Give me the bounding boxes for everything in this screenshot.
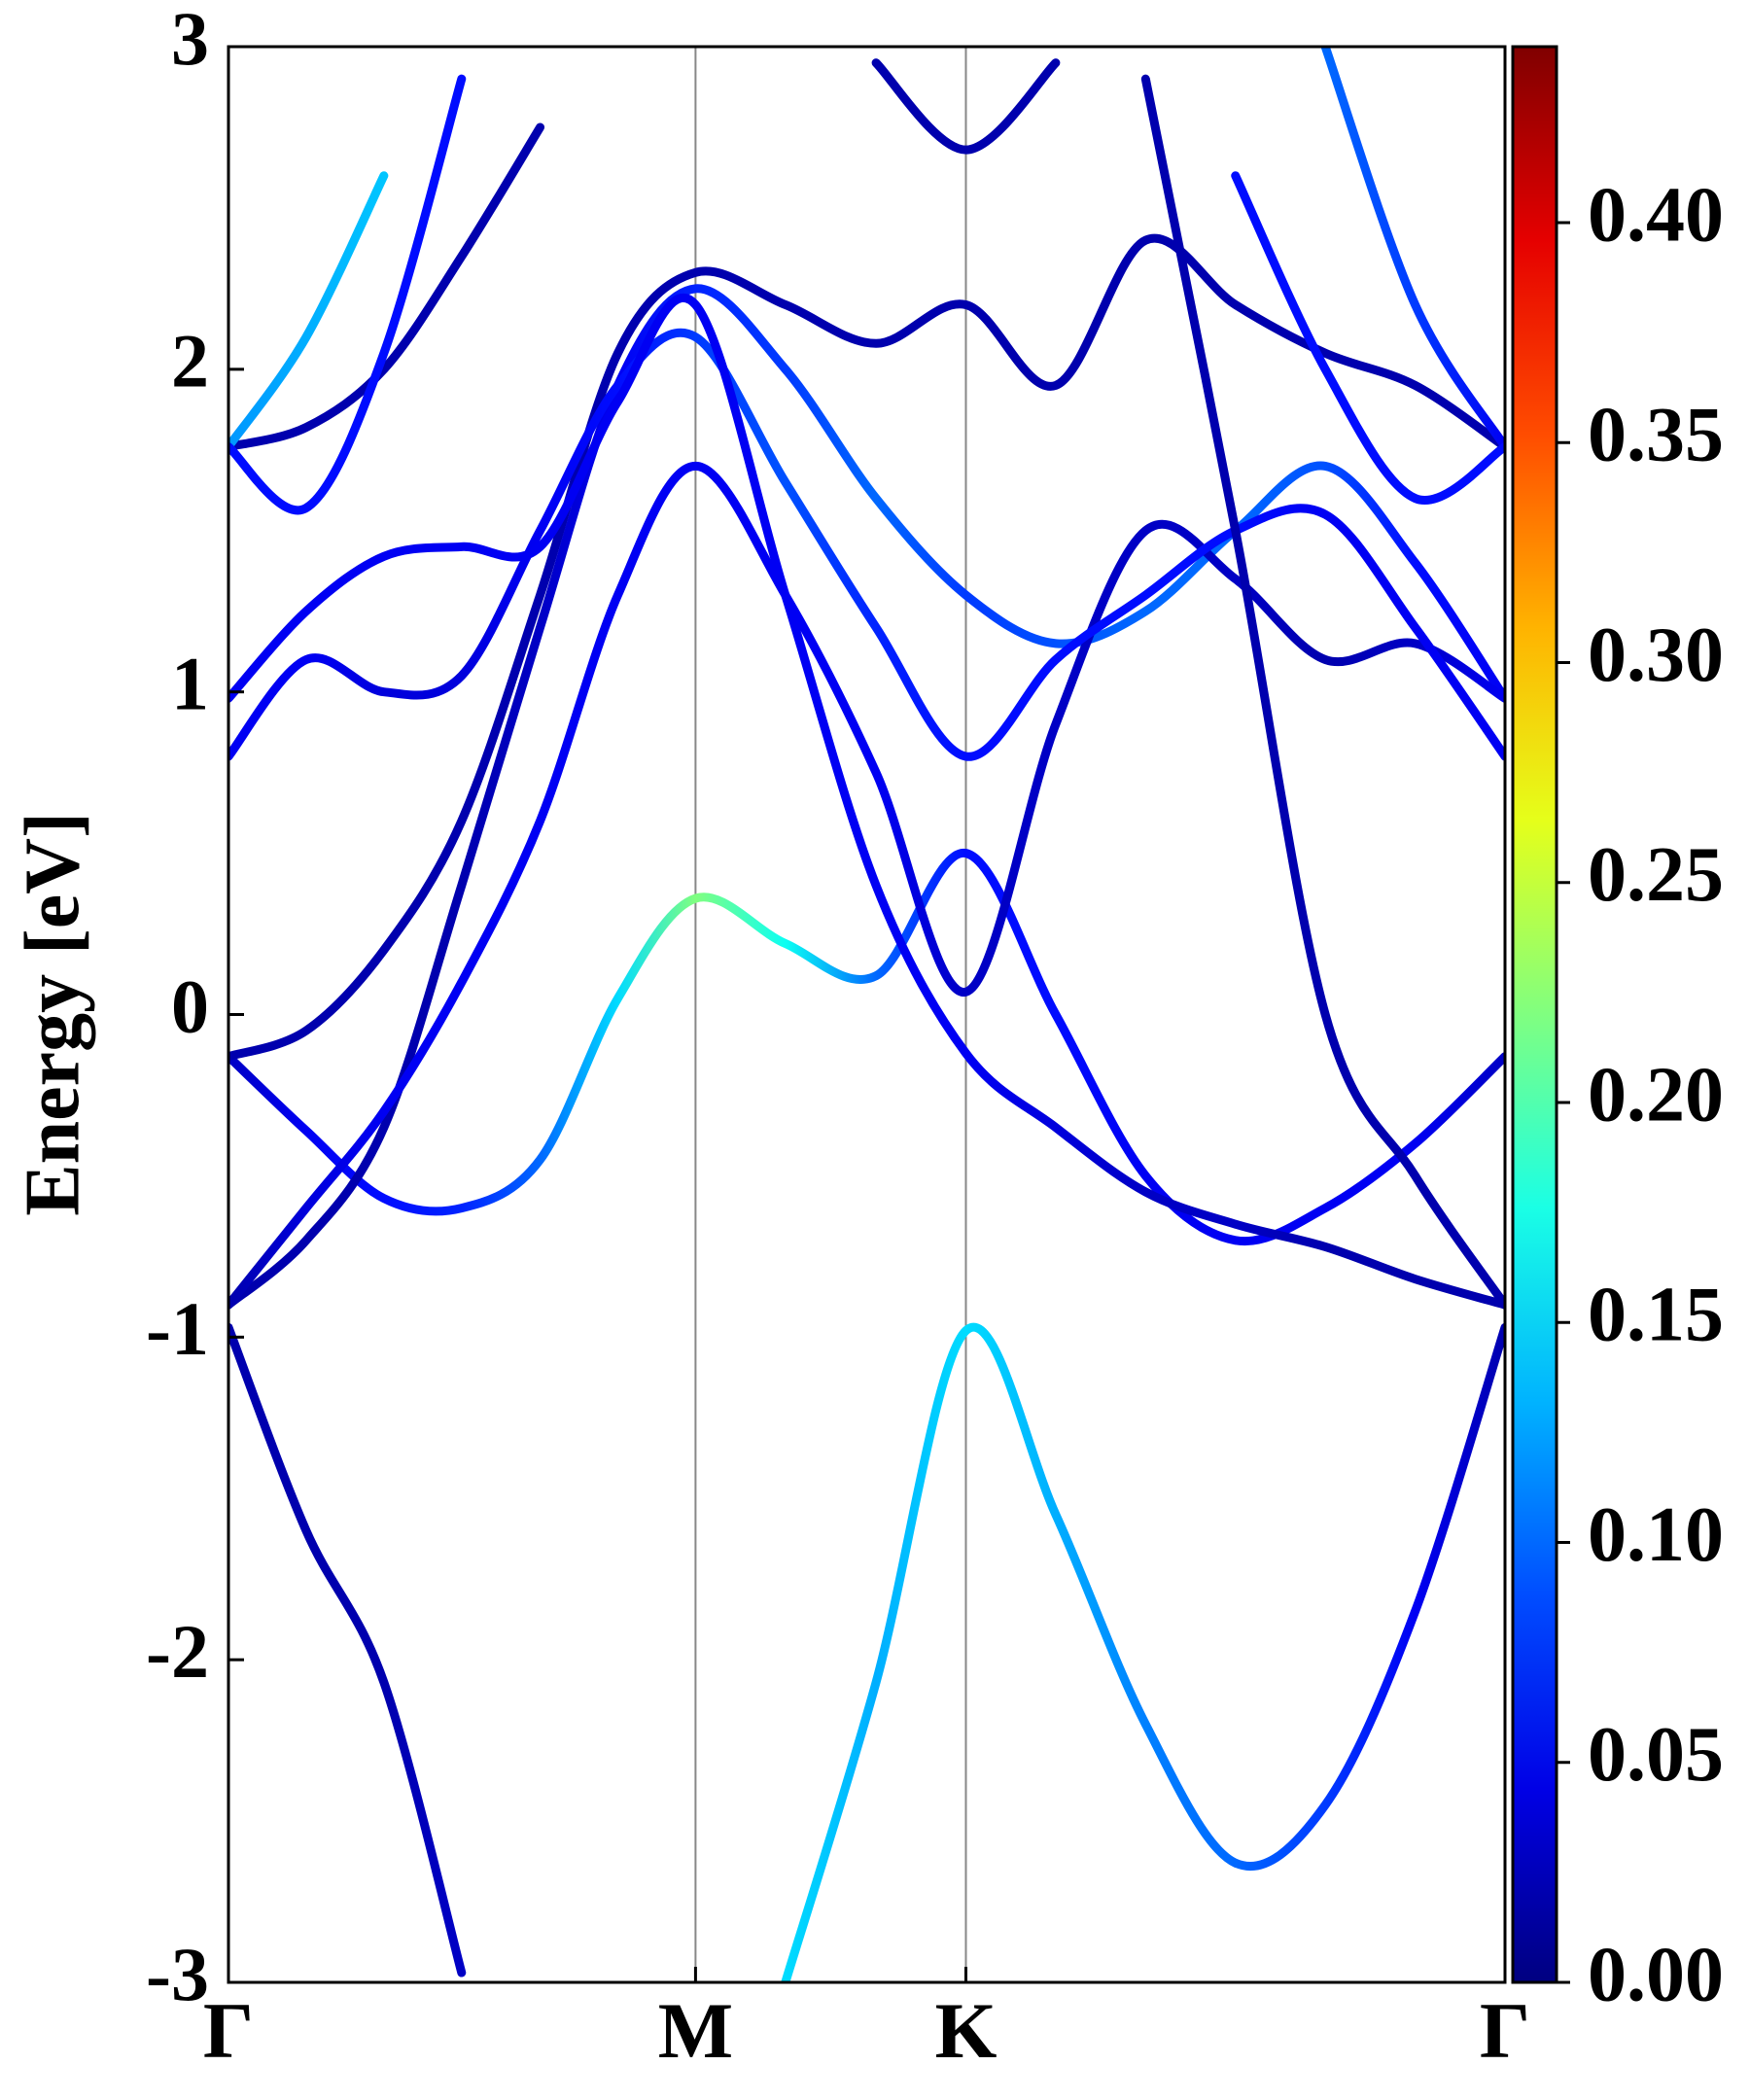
colorbar <box>1511 45 1558 1984</box>
band-line <box>228 58 1061 451</box>
x-tick-label: Γ <box>203 1986 254 2075</box>
colorbar-tick-label: 0.10 <box>1588 1492 1724 1578</box>
y-tick-label: 3 <box>171 0 209 81</box>
x-tick-label: M <box>658 1986 733 2075</box>
y-tick-label: 0 <box>171 963 209 1048</box>
y-tick-label: -3 <box>146 1932 209 2016</box>
colorbar-tick-label: 0.05 <box>1588 1712 1724 1798</box>
colorbar-tick-label: 0.20 <box>1588 1052 1724 1138</box>
band-line <box>1140 74 1505 1310</box>
band-line <box>228 461 1505 1310</box>
band-line <box>228 328 1505 761</box>
band-line <box>228 284 1505 1310</box>
colorbar-tick-label: 0.15 <box>1588 1273 1724 1358</box>
colorbar-tick-label: 0.40 <box>1588 172 1724 258</box>
y-tick-label: 2 <box>171 319 209 403</box>
x-tick-label: Γ <box>1480 1986 1530 2075</box>
band-line <box>228 233 1505 1062</box>
plot-frame <box>227 45 1507 1984</box>
band-line <box>228 74 1505 515</box>
x-tick-label: K <box>935 1986 998 2075</box>
y-tick-label: 1 <box>171 642 209 726</box>
band-line <box>228 293 1505 1310</box>
y-tick-label: -2 <box>146 1609 209 1694</box>
bands <box>228 47 1505 1982</box>
colorbar-tick-label: 0.00 <box>1588 1932 1724 2017</box>
band-line <box>228 1322 1505 1982</box>
colorbar-tick-label: 0.25 <box>1588 832 1724 918</box>
band-line <box>228 47 1505 451</box>
y-axis-label: Energy [eV] <box>10 812 95 1215</box>
colorbar-tick-label: 0.35 <box>1588 393 1724 478</box>
y-tick-label: -1 <box>146 1286 209 1371</box>
colorbar-tick-label: 0.30 <box>1588 612 1724 698</box>
